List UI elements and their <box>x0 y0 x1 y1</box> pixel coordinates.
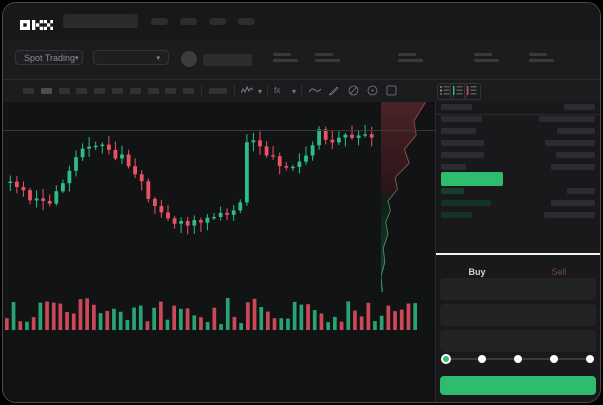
svg-text:fx: fx <box>274 86 280 95</box>
